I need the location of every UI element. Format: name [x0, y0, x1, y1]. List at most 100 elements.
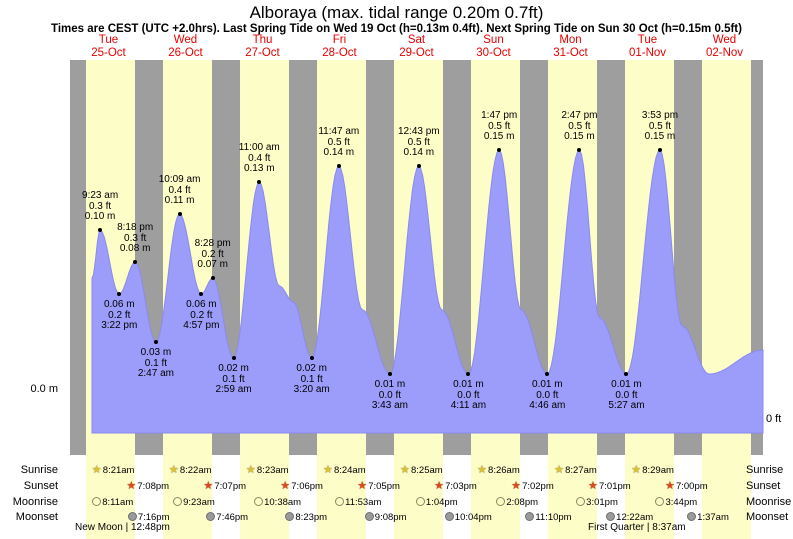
tide-label-line: 0.0 ft	[457, 389, 480, 401]
tide-label-line: 10:09 am	[158, 174, 201, 185]
chart-title: Alboraya (max. tidal range 0.20m 0.7ft)	[249, 3, 544, 22]
sunset-icon: ★	[588, 479, 598, 492]
moonset-time: 12:22am	[616, 512, 654, 523]
high-tide-label: 8:18 pm 0.3 ft 0.08 m	[105, 222, 165, 255]
low-tide-dot	[199, 292, 204, 296]
tide-label-line: 0.3 ft	[124, 232, 147, 244]
high-tide-label: 10:09 am 0.4 ft 0.11 m	[150, 174, 210, 207]
high-tide-label: 8:28 pm 0.2 ft 0.07 m	[183, 238, 243, 271]
y-axis-left-label: 0.0 m	[30, 383, 58, 395]
tide-area	[91, 149, 764, 434]
low-tide-label: 0.01 m 0.0 ft 4:11 am	[438, 379, 498, 412]
sunset-time: 7:02pm	[522, 481, 554, 492]
sunset-icon: ★	[126, 479, 137, 492]
tide-label-line: 4:57 pm	[183, 320, 220, 331]
high-tide-dot	[133, 260, 138, 264]
tide-label-line: 0.4 ft	[248, 152, 271, 164]
day-date: 25-Oct	[91, 47, 126, 59]
chart-subtitle: Times are CEST (UTC +2.0hrs). Last Sprin…	[51, 23, 742, 35]
sunrise-time: 8:25am	[411, 465, 443, 476]
high-tide-label: 11:47 am 0.5 ft 0.14 m	[309, 126, 369, 159]
moonrise-time: 3:01pm	[586, 497, 618, 508]
day-header: Thu 27-Oct	[231, 34, 295, 60]
sunset-time: 7:05pm	[368, 481, 400, 492]
high-tide-dot	[98, 228, 103, 232]
moonrise-time: 3:44pm	[665, 497, 698, 508]
tide-label-line: 8:18 pm	[117, 222, 154, 233]
sunrise-time: 8:27am	[565, 465, 597, 476]
sunset-time: 7:06pm	[291, 481, 323, 492]
day-date: 31-Oct	[553, 47, 588, 59]
low-tide-dot	[153, 340, 158, 344]
moonrise-time: 10:38am	[264, 497, 302, 508]
day-header: Wed 02-Nov	[693, 34, 757, 60]
low-tide-label: 0.06 m 0.2 ft 3:22 pm	[89, 299, 149, 332]
day-name: Wed	[712, 34, 737, 46]
tide-label-line: 0.02 m	[296, 363, 327, 374]
high-tide-label: 11:00 am 0.4 ft 0.13 m	[229, 142, 289, 175]
moonrise-time: 8:11am	[102, 497, 134, 508]
moonrise-time: 11:53am	[345, 497, 382, 508]
low-tide-dot	[624, 372, 629, 376]
y-axis-right-label: 0 ft	[766, 413, 782, 425]
high-tide-label: 2:47 pm 0.5 ft 0.15 m	[549, 110, 609, 143]
high-tide-dot	[577, 148, 582, 152]
high-tide-label: 1:47 pm 0.5 ft 0.15 m	[469, 110, 529, 143]
tide-label-line: 0.14 m	[403, 147, 435, 158]
sunset-icon: ★	[203, 479, 214, 492]
sunset-time: 7:08pm	[137, 481, 170, 492]
moonset-icon	[127, 512, 137, 521]
moonrise-icon	[254, 497, 264, 506]
moonrise-row-label-left: Moonrise	[12, 496, 58, 508]
sunrise-time: 8:23am	[256, 465, 289, 476]
moonset-icon	[687, 512, 697, 521]
moonset-time: 7:46pm	[216, 512, 249, 523]
moonset-time: 8:23pm	[295, 512, 328, 523]
day-name: Fri	[332, 34, 347, 46]
day-date: 30-Oct	[476, 47, 511, 59]
sunrise-icon: ★	[168, 463, 179, 476]
day-name: Sat	[407, 34, 426, 46]
moonset-time: 1:37am	[697, 512, 729, 523]
sunset-time: 7:07pm	[214, 481, 247, 492]
tide-label-line: 3:20 am	[293, 384, 330, 395]
tide-label-line: 4:11 am	[450, 400, 487, 411]
day-name: Wed	[173, 34, 198, 46]
low-tide-dot	[231, 356, 236, 360]
moon-phase-text: First Quarter | 8:37am	[588, 522, 686, 533]
moonrise-icon	[576, 497, 586, 506]
day-header: Wed 26-Oct	[154, 34, 218, 60]
tide-label-line: 0.1 ft	[300, 373, 323, 385]
moonset-icon	[206, 512, 216, 521]
day-date: 01-Nov	[628, 47, 667, 59]
day-header: Sat 29-Oct	[385, 34, 449, 60]
day-name: Thu	[252, 34, 273, 46]
sunset-time: 7:01pm	[599, 481, 631, 492]
moonset-time: 9:08pm	[374, 512, 407, 523]
day-date: 29-Oct	[399, 47, 434, 59]
sunset-icon: ★	[664, 479, 675, 492]
moonrise-time: 2:08pm	[506, 497, 539, 508]
moonrise-icon	[415, 497, 425, 506]
day-date: 27-Oct	[245, 47, 280, 59]
tide-label-line: 0.03 m	[140, 347, 172, 358]
sunset-time: 7:03pm	[445, 481, 477, 492]
moonset-time: 7:16pm	[137, 512, 170, 523]
tide-label-line: 0.5 ft	[407, 136, 430, 148]
high-tide-dot	[336, 164, 341, 168]
low-tide-dot	[309, 356, 314, 360]
tide-label-line: 0.3 ft	[88, 200, 112, 212]
tide-label-line: 2:47 pm	[561, 110, 598, 121]
sunrise-time: 8:24am	[333, 465, 366, 476]
sunrise-time: 8:29am	[642, 465, 674, 476]
tide-label-line: 0.10 m	[84, 211, 116, 222]
moonset-icon	[444, 512, 454, 521]
sunrise-icon: ★	[400, 463, 410, 476]
tide-label-line: 0.13 m	[243, 163, 275, 174]
tide-label-line: 3:43 am	[371, 400, 408, 411]
low-tide-label: 0.06 m 0.2 ft 4:57 pm	[171, 299, 231, 332]
sunset-icon: ★	[280, 479, 291, 492]
high-tide-dot	[416, 164, 421, 168]
daylight-band	[702, 60, 752, 539]
